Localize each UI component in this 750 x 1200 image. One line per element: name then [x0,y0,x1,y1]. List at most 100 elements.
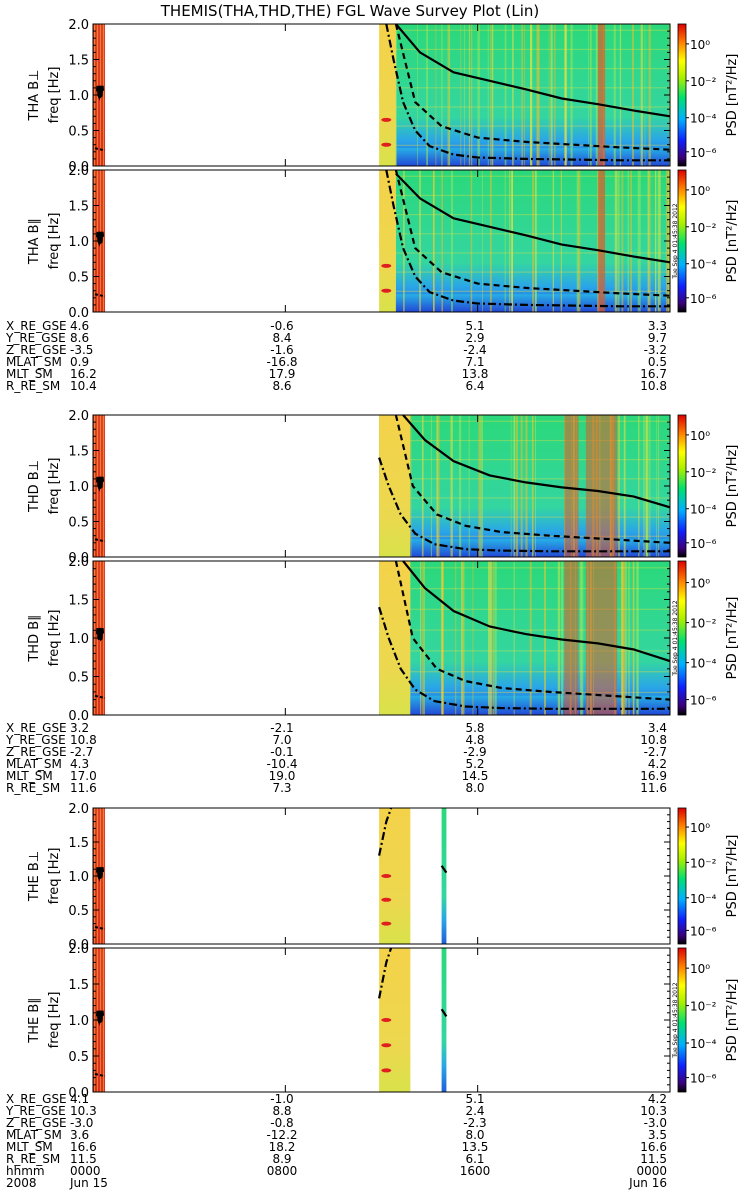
ephemeris-value: 14.5 [462,769,489,783]
ephemeris-row-label: R_RE_SM [6,781,60,795]
y-tick-label: 0.5 [68,904,89,919]
spectrum-streak [403,170,405,312]
spectrum-burst [597,170,606,312]
spectrum-harmonic [395,214,670,216]
ephemeris-value: -12.2 [266,1128,297,1142]
ephemeris-value: -2.1 [270,721,293,735]
ephemeris-row-label: Y_RE_GSE [5,331,66,345]
spectrum-streak [627,170,630,312]
y-tick-label: 0.0 [68,306,89,321]
y-axis-probe-label: THA B⊥ [27,70,42,122]
spectrum-block-magnetosheath [379,561,411,715]
colorbar [677,23,687,167]
colorbar-tick-label: 10⁻⁶ [690,292,717,306]
spectrum-streak [639,170,641,312]
spectrum-streak [643,415,645,557]
spectrum-harmonic [395,194,670,196]
spectrum-streak [437,415,440,557]
ephemeris-value: -0.8 [270,1116,293,1130]
spectrum-streak [513,561,515,715]
spectrum-streak [623,561,626,715]
spectrum-streak [492,24,494,166]
spectrum-streak [410,415,412,557]
spectrum-streak [435,24,437,166]
spectrum-harmonic [395,233,670,235]
ephemeris-value: 7.3 [272,781,291,795]
spectrum-streak [516,415,518,557]
spectrum-harmonic [395,175,670,177]
spectrum-harmonic [410,650,670,652]
colorbar-label: PSD [nT²/Hz] [725,200,740,283]
spectrum-harmonic [395,252,670,254]
spectrum-streak [630,170,632,312]
spectrum-harmonic [395,29,670,31]
ephemeris-row-label: Z_RE_GSE [6,1116,67,1130]
spectrum-streak [490,24,492,166]
spectrum-streak [535,170,537,312]
spectrum-streak [470,170,473,312]
spectrum-streak [478,415,481,557]
ephemeris-value: 5.1 [465,319,484,333]
spectrum-emission-spot [381,874,392,878]
spectrum-streak [648,24,651,166]
ephemeris-row-label: X_RE_GSE [6,1092,67,1106]
spectrum-streak [513,415,516,557]
spectrum-block-magnetosheath [379,24,396,166]
spectrum-streak [576,170,579,312]
spectrogram-panel: 0.0 0.5 1.0 1.5 2.0 THA B⊥ freq [Hz] 10⁰ 10⁻² 10⁻… [27,18,740,175]
ephemeris-value: -16.8 [266,355,297,369]
ephemeris-row-label: Z_RE_GSE [6,745,67,759]
ephemeris-value: 17.0 [70,769,97,783]
ephemeris-value: -0.1 [270,745,293,759]
spectrum-streak [447,24,450,166]
y-tick-label: 2.0 [68,802,89,817]
figure-title: THEMIS(THA,THD,THE) FGL Wave Survey Plot… [160,2,539,20]
colorbar-tick-label: 10⁻² [690,856,717,870]
print-stamp: Tue Sep 4 01:45:38 2012 [672,203,679,279]
trace-solid [402,560,671,663]
spectrum-streak [565,24,567,166]
spectrum-streak [426,24,428,166]
spectrum-streak [422,561,425,715]
y-axis-unit-label: freq [Hz] [47,610,62,667]
ephemeris-value: 8.9 [272,1152,291,1166]
ephemeris-row-label: MLAT_SM [6,1128,62,1142]
spectrum-streak [482,415,483,557]
colorbar-tick-label: 10⁰ [690,821,710,835]
spectrum-streak [436,415,439,557]
trace-solid [402,414,671,509]
y-tick-label: 1.0 [68,480,89,495]
spectrum-streak [621,561,624,715]
spectrum-low-band [395,148,670,166]
trace-dashdot [385,169,670,308]
spectrum-block-short [441,808,447,944]
spectrum-streak [637,170,639,312]
ephemeris-row-label: X_RE_GSE [6,721,67,735]
ephemeris-row-label: MLAT_SM [6,757,62,771]
ephemeris-value: 5.8 [465,721,484,735]
spectrum-harmonic [395,125,670,127]
ephemeris-value: 4.1 [70,1092,89,1106]
ephemeris-value: 10.8 [640,379,667,393]
y-tick-label: 2.0 [68,409,89,424]
spectrum-streak [632,561,635,715]
spectrum-burst [564,561,579,715]
ephemeris-table: X_RE_GSE 3.2 -2.1 5.8 3.4 Y_RE_GSE 10.8 7.0 4.8 1… [5,721,667,795]
spectrum-streak [472,561,474,715]
spectrum-streak [628,561,630,715]
spectrum-harmonic [410,588,670,590]
trace-dashed [394,560,671,701]
ephemeris-value: 6.1 [465,1152,484,1166]
ephemeris-value: 7.1 [465,355,484,369]
spectrum-low-band [410,539,670,557]
spectrum-streak [524,24,525,166]
colorbar-label: PSD [nT²/Hz] [725,979,740,1062]
trace-dashdot [378,947,393,999]
ephemeris-row-label: MLT_SM [6,367,53,381]
ephemeris-value: 16.7 [640,367,667,381]
ephemeris-value: 0000 [636,1164,667,1178]
spectrum-streak [658,170,661,312]
spectrum-streak [489,170,492,312]
spectrum-streak [460,24,462,166]
spectrum-streak [570,24,573,166]
